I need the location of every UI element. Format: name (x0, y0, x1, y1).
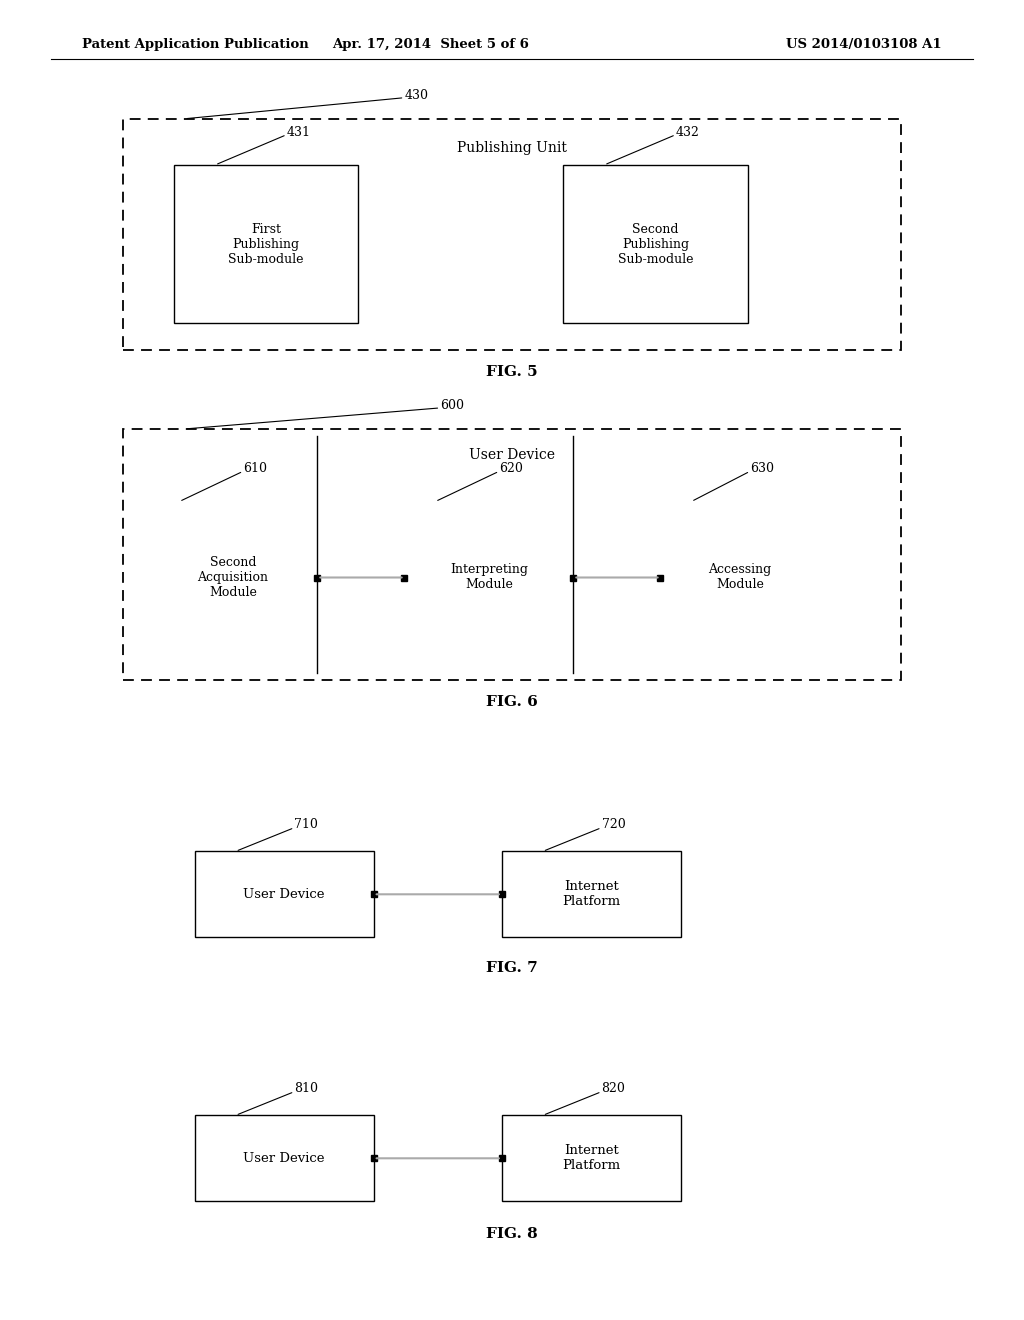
Text: Internet
Platform: Internet Platform (562, 880, 621, 908)
Text: 630: 630 (750, 462, 774, 475)
Text: 810: 810 (295, 1082, 318, 1096)
Text: 432: 432 (676, 125, 699, 139)
Text: First
Publishing
Sub-module: First Publishing Sub-module (228, 223, 304, 265)
Text: US 2014/0103108 A1: US 2014/0103108 A1 (786, 38, 942, 51)
FancyBboxPatch shape (502, 1115, 681, 1201)
Text: 620: 620 (500, 462, 523, 475)
Text: User Device: User Device (244, 888, 325, 900)
Text: Patent Application Publication: Patent Application Publication (82, 38, 308, 51)
Text: 820: 820 (602, 1082, 626, 1096)
Text: FIG. 5: FIG. 5 (486, 366, 538, 379)
Text: 600: 600 (440, 399, 464, 412)
Text: User Device: User Device (469, 449, 555, 462)
Text: FIG. 8: FIG. 8 (486, 1228, 538, 1241)
Text: Second
Publishing
Sub-module: Second Publishing Sub-module (617, 223, 693, 265)
FancyBboxPatch shape (502, 851, 681, 937)
Text: FIG. 7: FIG. 7 (486, 961, 538, 974)
Text: 431: 431 (287, 125, 310, 139)
Text: Second
Acquisition
Module: Second Acquisition Module (198, 556, 268, 599)
FancyBboxPatch shape (195, 851, 374, 937)
Text: 610: 610 (244, 462, 267, 475)
FancyBboxPatch shape (563, 165, 748, 323)
Text: FIG. 6: FIG. 6 (486, 696, 538, 709)
Text: 720: 720 (602, 818, 626, 832)
Text: Publishing Unit: Publishing Unit (457, 141, 567, 154)
Text: Interpreting
Module: Interpreting Module (450, 564, 528, 591)
FancyBboxPatch shape (174, 165, 358, 323)
Text: Accessing
Module: Accessing Module (709, 564, 771, 591)
Text: 430: 430 (404, 88, 428, 102)
Text: Apr. 17, 2014  Sheet 5 of 6: Apr. 17, 2014 Sheet 5 of 6 (332, 38, 528, 51)
Text: User Device: User Device (244, 1152, 325, 1164)
Text: 710: 710 (295, 818, 318, 832)
Text: Internet
Platform: Internet Platform (562, 1144, 621, 1172)
FancyBboxPatch shape (195, 1115, 374, 1201)
